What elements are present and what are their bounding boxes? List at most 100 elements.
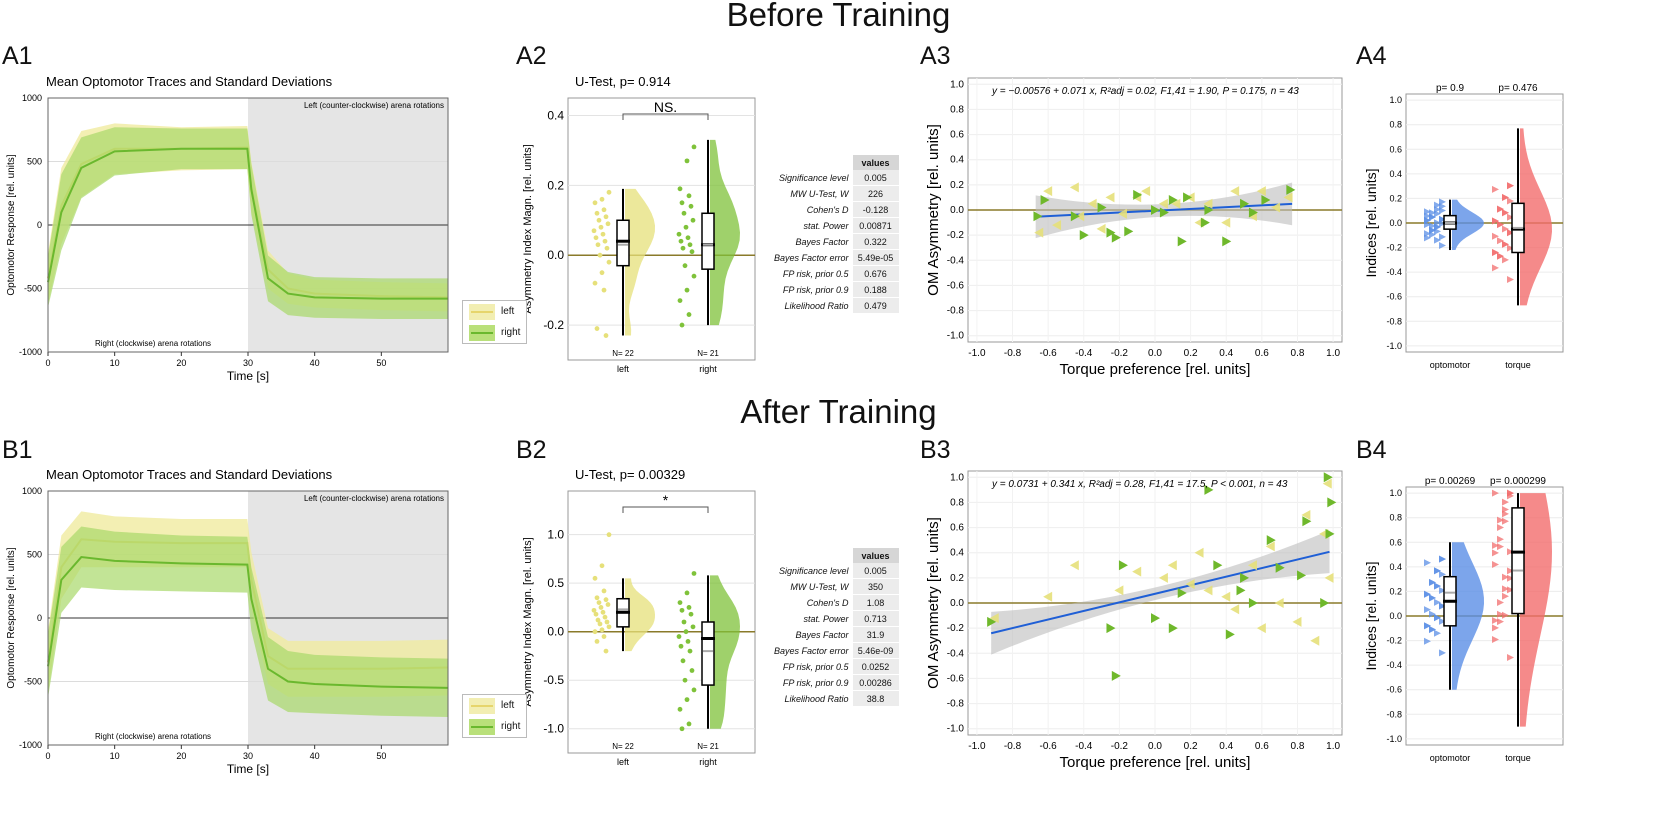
data-point-torque: [1502, 209, 1509, 217]
data-point-optomotor: [1429, 222, 1436, 230]
point-left-triangle: [1167, 560, 1177, 571]
data-point-torque: [1502, 225, 1509, 233]
data-point-torque: [1492, 264, 1499, 272]
table-row-value: 0.00286: [852, 674, 899, 691]
data-point-torque: [1497, 524, 1504, 532]
violin-left: [625, 188, 655, 336]
y-tick-label: -0.6: [947, 673, 965, 684]
y-tick-label: 0.8: [1389, 120, 1402, 130]
data-point-right: [677, 706, 683, 712]
data-point-left: [601, 287, 607, 293]
group-count-right: N= 21: [697, 349, 719, 358]
y-tick-label: -1.0: [947, 724, 965, 735]
data-point-right: [686, 312, 692, 317]
point-right-triangle: [1106, 623, 1116, 634]
point-left-triangle: [1292, 616, 1302, 627]
data-point-optomotor: [1439, 233, 1446, 241]
violin-left: [625, 578, 655, 652]
y-tick-label: 0.6: [950, 523, 964, 534]
point-right-triangle: [1320, 598, 1330, 608]
data-point-optomotor: [1434, 567, 1441, 575]
table-row-key: FP risk, prior 0.9: [782, 284, 849, 295]
box-right: [701, 621, 715, 686]
y-tick-label: -0.6: [1386, 292, 1402, 302]
data-point-torque: [1507, 489, 1514, 497]
point-right-triangle: [1297, 570, 1307, 581]
table-row: stat. Power 0.00871: [770, 217, 899, 234]
table-header-row: values: [770, 155, 899, 170]
data-point-right: [690, 624, 696, 630]
legend-swatch-right: [469, 324, 495, 341]
regression-equation: y = −0.00576 + 0.071 x, R²adj = 0.02, F1…: [991, 86, 1299, 97]
data-point-right: [680, 245, 686, 251]
data-point-torque: [1502, 256, 1509, 264]
group-count-left: N= 22: [612, 349, 634, 358]
point-right-triangle: [1266, 535, 1276, 546]
table-row: MW U-Test, W 350: [770, 578, 899, 595]
data-point-optomotor: [1434, 582, 1441, 590]
table-row-value: 0.713: [852, 610, 899, 627]
x-tick-label-torque: torque: [1505, 753, 1531, 763]
data-point-right: [689, 249, 695, 255]
data-point-optomotor: [1434, 629, 1441, 637]
y-axis-label: Indices [rel. units]: [1363, 562, 1379, 671]
point-right-triangle: [1033, 211, 1043, 222]
data-point-right: [690, 217, 696, 223]
point-left-triangle: [1114, 585, 1124, 596]
point-right-triangle: [1183, 192, 1193, 203]
table-row: FP risk, prior 0.5 0.0252: [770, 658, 899, 675]
panel-label-a2: A2: [516, 42, 547, 70]
table-row: stat. Power 0.713: [770, 610, 899, 627]
point-left-triangle: [1271, 202, 1281, 213]
y-tick-label: -0.4: [1386, 660, 1402, 670]
point-right-triangle: [1151, 613, 1160, 624]
table-row-value: -0.128: [852, 201, 899, 218]
table-row: Likelihood Ratio 38.8: [770, 690, 899, 707]
table-row-key: FP risk, prior 0.9: [782, 677, 849, 688]
x-tick-label: 0.6: [1255, 348, 1269, 359]
data-point-torque: [1502, 240, 1509, 248]
p-value-torque: p= 0.476: [1498, 83, 1538, 94]
box-torque: [1511, 507, 1525, 615]
table-header-values: values: [852, 548, 899, 563]
table-row-key: Significance level: [778, 565, 849, 576]
data-point-left: [594, 210, 600, 216]
data-point-torque: [1507, 244, 1514, 252]
point-right-triangle: [1225, 629, 1235, 640]
x-axis-label: Time [s]: [227, 369, 269, 383]
violin-right: [710, 139, 740, 326]
x-axis-label: Time [s]: [227, 762, 269, 776]
point-right-triangle: [1111, 232, 1121, 243]
data-point-optomotor: [1434, 614, 1441, 622]
table-row: Cohen's D -0.128: [770, 201, 899, 218]
y-tick-label: 0.2: [950, 573, 964, 584]
annotation-left-rotations: Left (counter-clockwise) arena rotations: [304, 101, 444, 110]
data-point-left: [592, 280, 598, 286]
data-point-optomotor: [1429, 594, 1436, 602]
point-left-triangle: [1256, 186, 1266, 197]
table-row-key: stat. Power: [803, 613, 849, 624]
data-point-torque: [1497, 610, 1504, 618]
y-tick-label: 0.6: [950, 130, 964, 141]
y-tick-label: 0.0: [547, 248, 564, 262]
data-point-optomotor: [1434, 219, 1441, 227]
y-tick-label: -0.8: [947, 699, 965, 710]
table-row: Bayes Factor 31.9: [770, 626, 899, 643]
mean-trace-right: [47, 147, 448, 300]
data-point-left: [606, 189, 612, 195]
data-point-left: [603, 597, 609, 603]
x-tick-label: 0.4: [1219, 741, 1233, 752]
x-tick-label: -0.2: [1111, 741, 1129, 752]
point-left-triangle: [1310, 635, 1320, 646]
data-point-left: [603, 333, 609, 338]
table-row-key: Likelihood Ratio: [784, 300, 849, 311]
point-right-triangle: [1302, 516, 1312, 527]
point-right-triangle: [1133, 189, 1143, 200]
y-tick-label: 0.8: [1389, 513, 1402, 523]
data-point-torque: [1497, 237, 1504, 245]
chart-b4-boxplot: -1.0 -0.8 -0.6 -0.4 -0.2 0.0 0.2 0.4 0.6 0.8 1.0 p=…: [1363, 476, 1564, 763]
y-tick-label: -1.0: [947, 331, 965, 342]
data-point-right: [686, 605, 692, 610]
x-axis-label: Torque preference [rel. units]: [1060, 361, 1251, 378]
data-point-torque: [1507, 586, 1514, 594]
